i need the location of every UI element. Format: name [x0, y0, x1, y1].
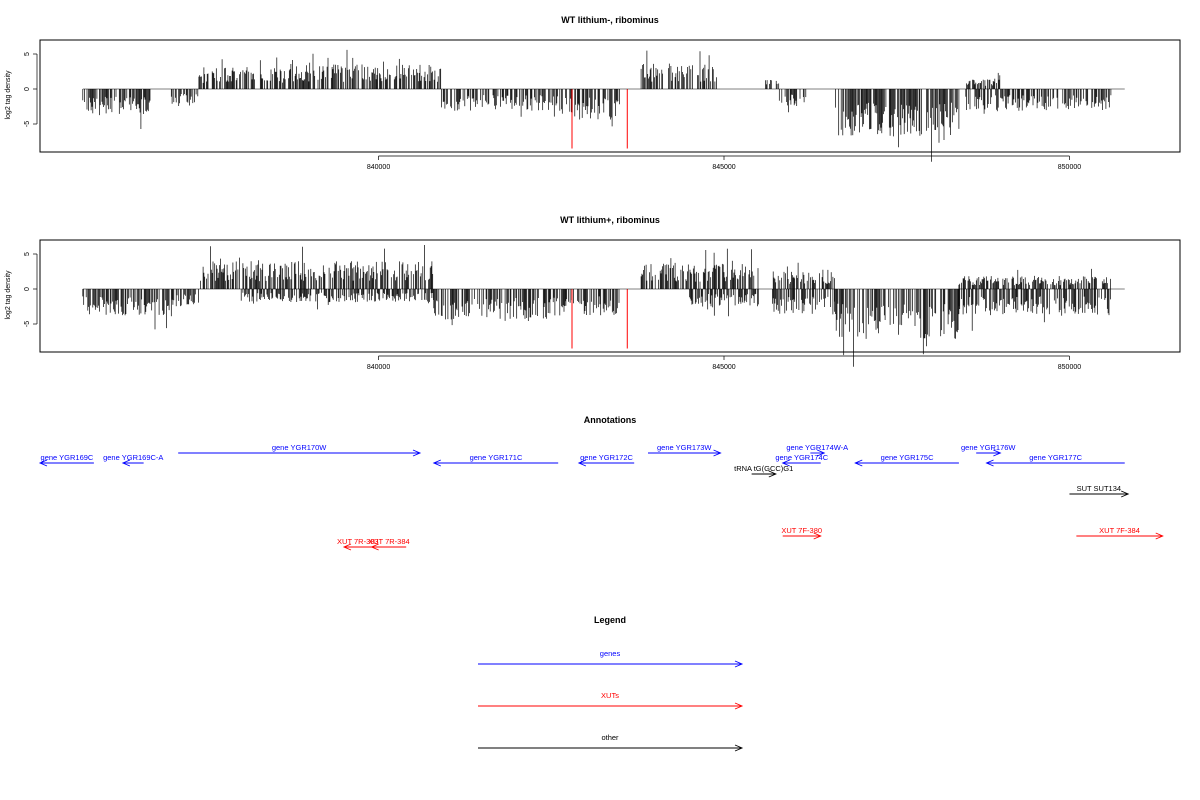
y-tick-label: 5	[24, 52, 31, 56]
x-axis: 840000 845000 850000	[367, 355, 1081, 371]
annotation-genes: gene YGR171C	[432, 453, 559, 467]
annotation-genes: gene YGR169C	[38, 453, 94, 467]
annotation-other: SUT SUT134	[1069, 484, 1130, 498]
annotation-genes: gene YGR175C	[854, 453, 959, 467]
annotation-label: gene YGR169C-A	[103, 453, 163, 462]
annotation-label: gene YGR174W-A	[786, 443, 848, 452]
annotation-items: gene YGR169C gene YGR169C-A gene YGR170W ge…	[38, 443, 1164, 551]
annotation-genes: gene YGR176W	[961, 443, 1016, 457]
track-panel-lithium-plus: WT lithium+, ribominus log2 tag density …	[5, 215, 1181, 371]
legend-label: XUTs	[601, 691, 619, 700]
annotation-genes: gene YGR169C-A	[103, 453, 163, 467]
annotation-label: tRNA tG(GCC)G1	[734, 464, 793, 473]
annotation-label: XUT 7R-384	[368, 537, 410, 546]
y-axis-label: log2 tag density	[5, 70, 12, 120]
x-tick-label: 840000	[367, 164, 390, 171]
annotation-label: gene YGR171C	[470, 453, 523, 462]
highlight-group	[571, 89, 628, 149]
annotation-xuts: XUT 7R-384	[368, 537, 410, 551]
legend-item-other: other	[478, 733, 744, 752]
annotation-genes: gene YGR172C	[577, 453, 635, 467]
annotation-xuts: XUT 7F-384	[1076, 526, 1164, 540]
annotation-label: gene YGR174C	[775, 453, 828, 462]
track-title: WT lithium-, ribominus	[561, 15, 659, 25]
y-tick-label: 5	[24, 252, 31, 256]
annotation-label: XUT 7F-380	[781, 526, 822, 535]
annotation-genes: gene YGR173W	[648, 443, 722, 457]
x-tick-label: 850000	[1058, 364, 1081, 371]
annotations-title: Annotations	[584, 415, 637, 425]
y-tick-label: 0	[24, 87, 31, 91]
y-tick-label: 0	[24, 287, 31, 291]
annotation-genes: gene YGR174C	[775, 453, 829, 467]
legend-item-genes: genes	[478, 649, 744, 668]
x-axis: 840000 845000 850000	[367, 155, 1081, 171]
legend-label: genes	[600, 649, 621, 658]
y-axis: -5 0 5	[24, 52, 38, 127]
annotation-other: tRNA tG(GCC)G1	[734, 464, 793, 478]
legend-item-xuts: XUTs	[478, 691, 744, 710]
annotation-label: SUT SUT134	[1077, 484, 1121, 493]
annotation-label: gene YGR172C	[580, 453, 633, 462]
annotations-panel: Annotations gene YGR169C gene YGR169C-Age…	[38, 415, 1164, 551]
bar-group	[82, 49, 1112, 162]
annotation-genes: gene YGR174W-A	[786, 443, 848, 457]
legend-label: other	[601, 733, 619, 742]
annotation-genes: gene YGR177C	[985, 453, 1125, 467]
x-tick-label: 850000	[1058, 164, 1081, 171]
x-tick-label: 845000	[712, 364, 735, 371]
annotation-label: gene YGR173W	[657, 443, 712, 452]
annotation-label: XUT 7F-384	[1099, 526, 1140, 535]
y-axis-label: log2 tag density	[5, 270, 12, 320]
annotation-xuts: XUT 7R-383	[337, 537, 379, 551]
annotation-xuts: XUT 7F-380	[781, 526, 822, 540]
highlight-group	[571, 289, 628, 349]
bar-group	[82, 245, 1111, 367]
x-tick-label: 840000	[367, 364, 390, 371]
annotation-label: gene YGR175C	[881, 453, 934, 462]
annotation-label: XUT 7R-383	[337, 537, 379, 546]
legend-panel: Legend genes XUTs other	[478, 615, 744, 752]
plot-frame	[39, 39, 1181, 153]
annotation-label: gene YGR177C	[1029, 453, 1082, 462]
legend-items: genes XUTs other	[478, 649, 744, 752]
y-axis: -5 0 5	[24, 252, 38, 327]
x-tick-label: 845000	[712, 164, 735, 171]
legend-title: Legend	[594, 615, 626, 625]
annotation-label: gene YGR176W	[961, 443, 1016, 452]
track-title: WT lithium+, ribominus	[560, 215, 660, 225]
annotation-label: gene YGR169C	[41, 453, 94, 462]
y-tick-label: -5	[24, 121, 31, 127]
annotation-genes: gene YGR170W	[178, 443, 422, 457]
y-tick-label: -5	[24, 321, 31, 327]
plot-frame	[39, 239, 1181, 353]
annotation-label: gene YGR170W	[272, 443, 327, 452]
track-panel-lithium-minus: WT lithium-, ribominus log2 tag density …	[5, 15, 1181, 171]
